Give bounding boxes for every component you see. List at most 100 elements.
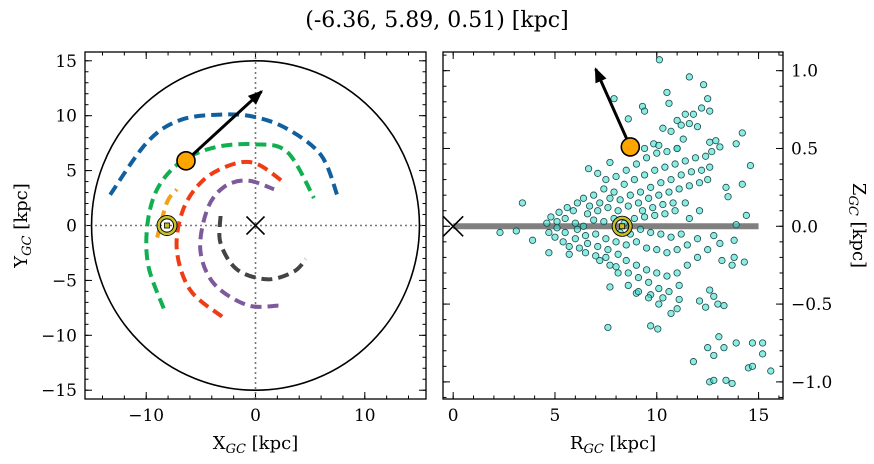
scatter-point [590, 191, 598, 199]
scatter-point [630, 214, 638, 223]
scatter-point [634, 288, 643, 296]
scatter-point [624, 281, 632, 290]
scatter-point [653, 149, 661, 157]
scatter-point [685, 119, 693, 128]
scatter-point [638, 207, 647, 215]
scatter-point [596, 256, 604, 265]
scatter-point [695, 207, 704, 215]
y-axis-label-unit: [kpc] [848, 216, 869, 268]
scatter-point [667, 233, 675, 241]
scatter-point [683, 261, 691, 269]
scatter-point [687, 168, 695, 176]
sun-center-marker [619, 223, 626, 230]
scatter-point [632, 261, 641, 269]
scatter-point [677, 171, 685, 179]
scatter-point [732, 140, 740, 148]
scatter-point [612, 263, 620, 271]
scatter-point [715, 333, 723, 341]
scatter-point [704, 344, 712, 352]
scatter-point [657, 230, 665, 238]
scatter-point [663, 249, 671, 257]
scatter-point [685, 214, 693, 223]
y-tick-label: −1.0 [791, 373, 832, 393]
scatter-point [602, 253, 610, 261]
scatter-point [738, 180, 746, 188]
scatter-point [677, 121, 685, 129]
scatter-point [667, 309, 675, 318]
sun-inner-ring [159, 218, 175, 233]
scatter-point [710, 376, 718, 384]
scatter-point [640, 107, 649, 115]
x-tick-label: 0 [448, 406, 459, 426]
scatter-point [528, 236, 537, 244]
scatter-point [759, 350, 767, 358]
scatter-point [665, 288, 673, 296]
scatter-point [573, 199, 581, 207]
scatter-point [712, 137, 720, 145]
scatter-point [706, 138, 714, 146]
scatter-point [624, 115, 632, 123]
scatter-point [659, 294, 667, 302]
scatter-point [663, 147, 671, 156]
scatter-point [581, 249, 590, 257]
scatter-point [683, 241, 691, 249]
y-axis-label-main: Y [11, 255, 32, 269]
scatter-point [553, 218, 561, 226]
scatter-point [645, 278, 653, 286]
x-axis-label-unit: [kpc] [246, 433, 298, 454]
scatter-point [710, 292, 718, 300]
scatter-point [647, 183, 655, 191]
scatter-point [545, 249, 553, 257]
scatter-point [671, 207, 679, 215]
scatter-point [594, 169, 602, 177]
scatter-point [655, 56, 664, 64]
scatter-point [602, 175, 610, 184]
scatter-point [724, 193, 732, 201]
scatter-point [604, 204, 612, 212]
scatter-point [642, 154, 651, 162]
scatter-point [677, 230, 685, 238]
scatter-point [594, 242, 602, 251]
y-axis-label-unit: [kpc] [11, 183, 32, 235]
sun-inner-ring [615, 219, 630, 234]
scatter-point [706, 286, 714, 294]
scatter-point [665, 99, 673, 107]
axes-frame [84, 51, 427, 400]
scatter-point [600, 218, 608, 226]
scatter-point [655, 191, 663, 199]
scatter-point [659, 200, 667, 209]
scatter-point [732, 339, 740, 347]
scatter-point [693, 253, 702, 261]
scatter-point [612, 238, 620, 246]
x-tick-label: 10 [646, 406, 668, 426]
scatter-point [767, 367, 775, 375]
scatter-point [720, 302, 728, 310]
x-axis-label: XGC [kpc] [213, 433, 298, 457]
spiral-arm-6 [217, 215, 308, 282]
scatter-point [679, 135, 687, 143]
scatter-point [596, 199, 604, 207]
scatter-point [636, 225, 645, 233]
x-tick-label: 5 [550, 406, 561, 426]
scatter-point [642, 266, 651, 274]
scatter-point [655, 141, 663, 149]
scatter-point [612, 172, 620, 181]
scatter-point [673, 144, 681, 153]
scatter-point [594, 207, 602, 215]
scatter-point [561, 214, 569, 223]
sun-ring [612, 216, 632, 236]
scatter-point [654, 325, 662, 333]
axes-frame [442, 51, 784, 400]
scatter-point [651, 211, 659, 219]
scatter-point [640, 213, 649, 221]
scatter-point [614, 269, 622, 277]
scatter-point [669, 199, 677, 207]
scatter-point [583, 239, 592, 247]
star-marker [176, 151, 196, 171]
x-axis-label-main: X [213, 433, 226, 454]
scatter-point [748, 362, 757, 370]
scatter-point [579, 222, 588, 230]
scatter-point [685, 73, 693, 81]
sun-outer-ring [156, 215, 178, 236]
scatter-point [614, 207, 622, 215]
